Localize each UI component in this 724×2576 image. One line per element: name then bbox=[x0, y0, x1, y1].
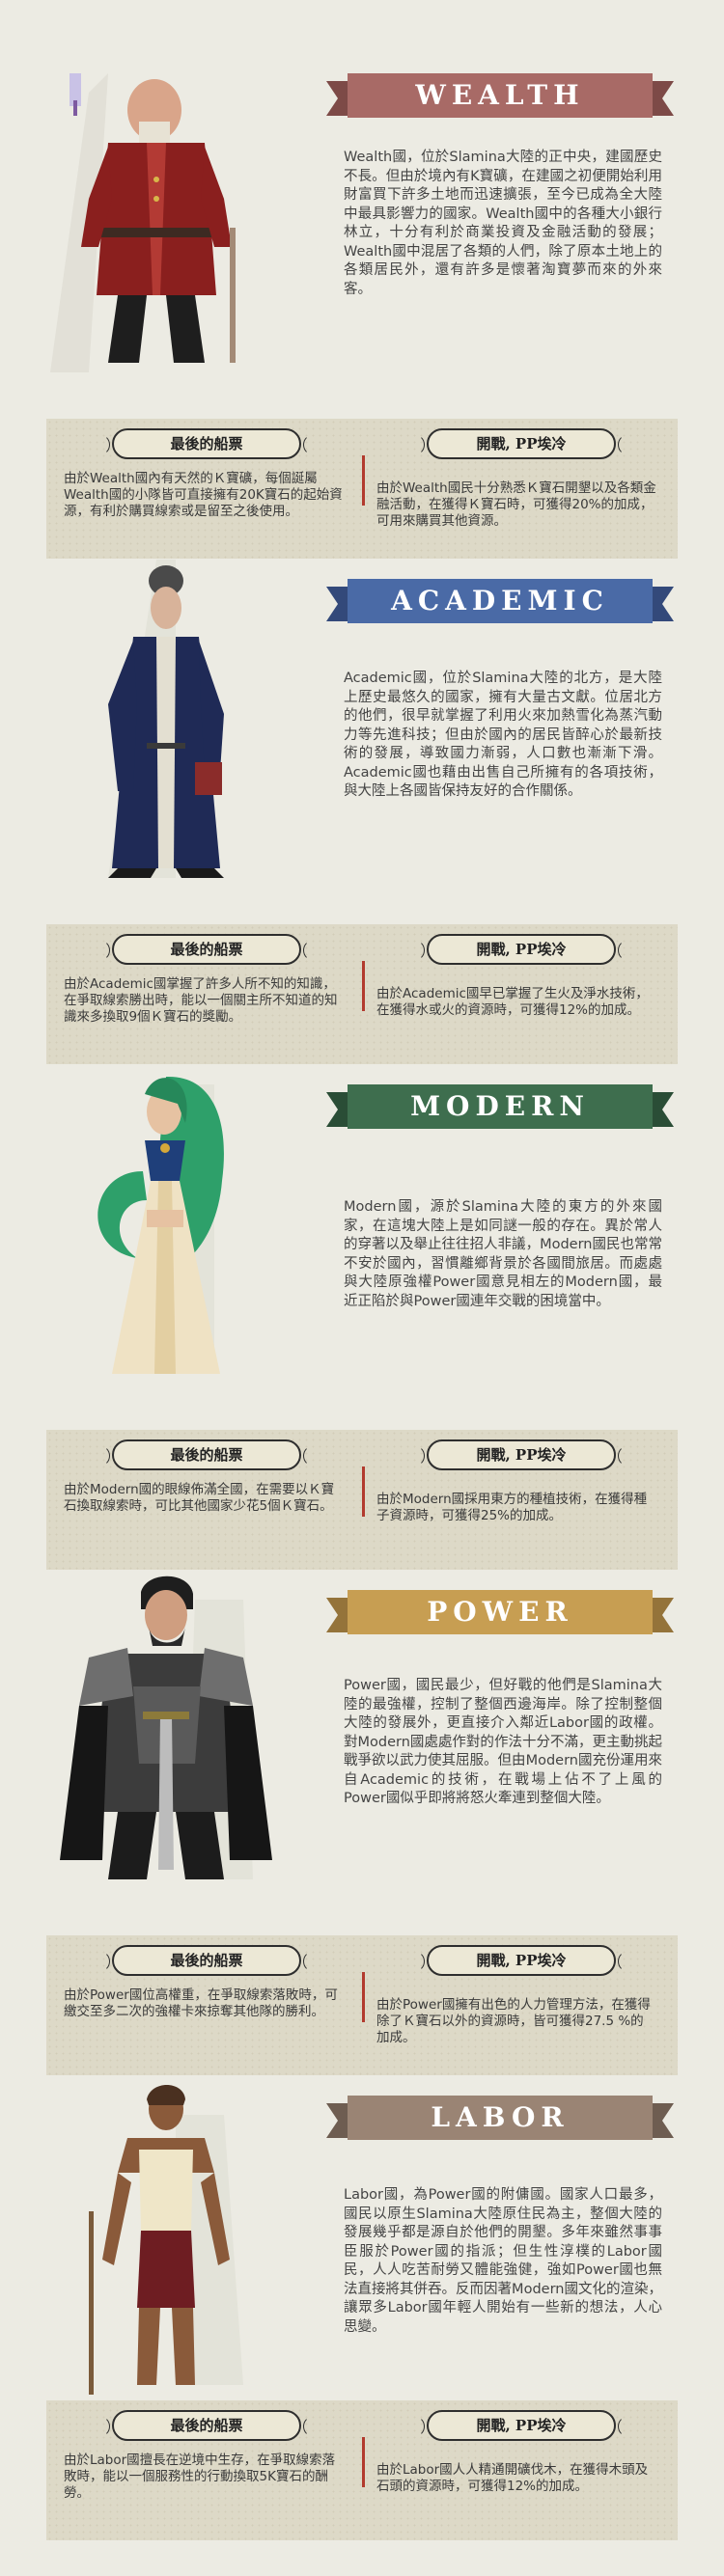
academic-title-ribbon: ACADEMIC bbox=[326, 579, 674, 637]
card-text: 由於Wealth國民十分熟悉Ｋ寶石開墾以及各類金融活動，在獲得Ｋ寶石時，可獲得2… bbox=[376, 480, 656, 529]
card-text: 由於Power國擁有出色的人力管理方法，在獲得除了Ｋ寶石以外的資源時，皆可獲得2… bbox=[376, 1997, 651, 2045]
card-text: 由於Labor國人人精通開礦伐木，在獲得木頭及石頭的資源時，可獲得12%的加成。 bbox=[376, 2462, 649, 2494]
card-divider bbox=[362, 961, 365, 1011]
wealth-character-illustration bbox=[50, 54, 282, 372]
faction-title: POWER bbox=[427, 1596, 573, 1628]
card-text: 由於Modern國的眼線佈滿全國，在需要以Ｋ寶石換取線索時，可比其他國家少花5個… bbox=[64, 1482, 335, 1514]
ability-card-last-ticket: 最後的船票 由於Academic國掌握了許多人所不知的知識，在爭取線索勝出時，能… bbox=[64, 924, 353, 1064]
faction-description: Wealth國，位於Slamina大陸的正中央，建國歷史不長。但由於境內有K寶礦… bbox=[344, 150, 662, 297]
faction-title: WEALTH bbox=[415, 79, 585, 111]
ability-cards: 最後的船票 由於Wealth國內有天然的Ｋ寶礦，每個誕屬Wealth國的小隊皆可… bbox=[46, 419, 678, 559]
faction-power: POWER Power國，國民最少，但好戰的他們是Slamina大陸的最強權，控… bbox=[0, 1571, 724, 2075]
card-divider bbox=[362, 2437, 365, 2487]
ability-card-last-ticket: 最後的船票 由於Wealth國內有天然的Ｋ寶礦，每個誕屬Wealth國的小隊皆可… bbox=[64, 419, 353, 559]
ability-card-last-ticket: 最後的船票 由於Labor國擅長在逆境中生存，在爭取線索落敗時，能以一個服務性的… bbox=[64, 2400, 353, 2540]
faction-description: Modern國，源於Slamina大陸的東方的外來國家，在這塊大陸上是如同謎一般… bbox=[344, 1199, 662, 1309]
modern-title-ribbon: MODERN bbox=[326, 1084, 674, 1142]
card-heading: 開戰, PP埃冷 bbox=[424, 934, 619, 965]
card-divider bbox=[362, 455, 365, 506]
faction-academic: ACADEMIC Academic國，位於Slamina大陸的北方，是大陸上歷史… bbox=[0, 560, 724, 1064]
card-heading: 最後的船票 bbox=[109, 934, 304, 965]
ability-card-last-ticket: 最後的船票 由於Modern國的眼線佈滿全國，在需要以Ｋ寶石換取線索時，可比其他… bbox=[64, 1430, 353, 1570]
ribbon-shape bbox=[326, 1084, 674, 1129]
card-text: 由於Academic國掌握了許多人所不知的知識，在爭取線索勝出時，能以一個關主所… bbox=[64, 976, 338, 1025]
ability-card-war: 開戰, PP埃冷 由於Academic國早已掌握了生火及淨水技術，在獲得水或火的… bbox=[376, 924, 666, 1064]
ability-card-war: 開戰, PP埃冷 由於Wealth國民十分熟悉Ｋ寶石開墾以及各類金融活動，在獲得… bbox=[376, 419, 666, 559]
card-divider bbox=[362, 1466, 365, 1517]
ability-cards: 最後的船票 由於Power國位高權重，在爭取線索落敗時，可繳交至多二次的強權卡來… bbox=[46, 1935, 678, 2075]
card-divider bbox=[362, 1972, 365, 2022]
card-text: 由於Wealth國內有天然的Ｋ寶礦，每個誕屬Wealth國的小隊皆可直接擁有20… bbox=[64, 471, 343, 519]
faction-description: Labor國，為Power國的附傭國。國家人口最多，國民以原生Slamina大陸… bbox=[344, 2187, 662, 2335]
ribbon-shape bbox=[326, 1590, 674, 1634]
ribbon-shape bbox=[326, 579, 674, 623]
card-heading: 最後的船票 bbox=[109, 428, 304, 459]
ability-card-war: 開戰, PP埃冷 由於Power國擁有出色的人力管理方法，在獲得除了Ｋ寶石以外的… bbox=[376, 1935, 666, 2075]
card-heading: 開戰, PP埃冷 bbox=[424, 1439, 619, 1470]
card-text: 由於Academic國早已掌握了生火及淨水技術，在獲得水或火的資源時，可獲得12… bbox=[376, 986, 649, 1018]
card-heading: 最後的船票 bbox=[109, 2410, 304, 2441]
faction-title: ACADEMIC bbox=[391, 585, 609, 617]
wealth-title-ribbon: WEALTH bbox=[326, 73, 674, 131]
card-text: 由於Labor國擅長在逆境中生存，在爭取線索落敗時，能以一個服務性的行動換取5K… bbox=[64, 2453, 336, 2501]
power-character-illustration bbox=[50, 1571, 282, 1889]
ability-card-war: 開戰, PP埃冷 由於Labor國人人精通開礦伐木，在獲得木頭及石頭的資源時，可… bbox=[376, 2400, 666, 2540]
academic-character-illustration bbox=[50, 560, 282, 878]
card-heading: 最後的船票 bbox=[109, 1439, 304, 1470]
faction-modern: MODERN Modern國，源於Slamina大陸的東方的外來國家，在這塊大陸… bbox=[0, 1065, 724, 1570]
card-heading: 開戰, PP埃冷 bbox=[424, 2410, 619, 2441]
ability-card-war: 開戰, PP埃冷 由於Modern國採用東方的種植技術，在獲得種子資源時，可獲得… bbox=[376, 1430, 666, 1570]
ability-cards: 最後的船票 由於Modern國的眼線佈滿全國，在需要以Ｋ寶石換取線索時，可比其他… bbox=[46, 1430, 678, 1570]
faction-description: Power國，國民最少，但好戰的他們是Slamina大陸的最強權，控制了整個西邊… bbox=[344, 1678, 662, 1806]
labor-character-illustration bbox=[50, 2076, 282, 2395]
card-heading: 開戰, PP埃冷 bbox=[424, 1945, 619, 1976]
faction-title: MODERN bbox=[410, 1090, 590, 1122]
modern-character-illustration bbox=[50, 1065, 282, 1384]
power-title-ribbon: POWER bbox=[326, 1590, 674, 1648]
card-text: 由於Power國位高權重，在爭取線索落敗時，可繳交至多二次的強權卡來掠奪其他隊的… bbox=[64, 1987, 338, 2019]
faction-description: Academic國，位於Slamina大陸的北方，是大陸上歷史最悠久的國家，擁有… bbox=[344, 671, 662, 799]
faction-labor: LABOR Labor國，為Power國的附傭國。國家人口最多，國民以原生Sla… bbox=[0, 2076, 724, 2576]
ability-card-last-ticket: 最後的船票 由於Power國位高權重，在爭取線索落敗時，可繳交至多二次的強權卡來… bbox=[64, 1935, 353, 2075]
card-heading: 最後的船票 bbox=[109, 1945, 304, 1976]
faction-wealth: WEALTH Wealth國，位於Slamina大陸的正中央，建國歷史不長。但由… bbox=[0, 54, 724, 559]
ribbon-shape bbox=[326, 2096, 674, 2140]
card-text: 由於Modern國採用東方的種植技術，在獲得種子資源時，可獲得25%的加成。 bbox=[376, 1492, 648, 1523]
labor-title-ribbon: LABOR bbox=[326, 2096, 674, 2153]
card-heading: 開戰, PP埃冷 bbox=[424, 428, 619, 459]
ability-cards: 最後的船票 由於Labor國擅長在逆境中生存，在爭取線索落敗時，能以一個服務性的… bbox=[46, 2400, 678, 2540]
ribbon-shape bbox=[326, 73, 674, 118]
ability-cards: 最後的船票 由於Academic國掌握了許多人所不知的知識，在爭取線索勝出時，能… bbox=[46, 924, 678, 1064]
faction-title: LABOR bbox=[431, 2101, 570, 2133]
